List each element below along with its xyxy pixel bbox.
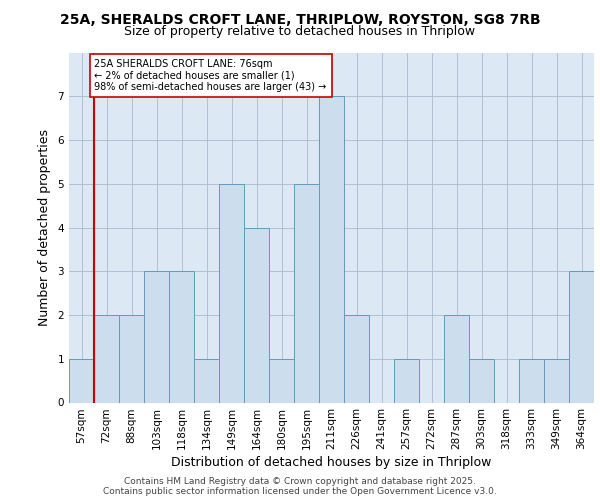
Bar [319, 96, 344, 402]
Bar [444, 315, 469, 402]
Bar [244, 228, 269, 402]
Bar [394, 359, 419, 403]
Bar [569, 271, 594, 402]
Bar [144, 271, 169, 402]
Bar [544, 359, 569, 403]
Bar [119, 315, 144, 402]
Text: 25A SHERALDS CROFT LANE: 76sqm
← 2% of detached houses are smaller (1)
98% of se: 25A SHERALDS CROFT LANE: 76sqm ← 2% of d… [95, 59, 327, 92]
Text: 25A, SHERALDS CROFT LANE, THRIPLOW, ROYSTON, SG8 7RB: 25A, SHERALDS CROFT LANE, THRIPLOW, ROYS… [59, 12, 541, 26]
Bar [94, 315, 119, 402]
X-axis label: Distribution of detached houses by size in Thriplow: Distribution of detached houses by size … [172, 456, 491, 469]
Bar [344, 315, 369, 402]
Bar [194, 359, 219, 403]
Bar [519, 359, 544, 403]
Bar [469, 359, 494, 403]
Bar [169, 271, 194, 402]
Bar [294, 184, 319, 402]
Bar [269, 359, 294, 403]
Text: Size of property relative to detached houses in Thriplow: Size of property relative to detached ho… [124, 25, 476, 38]
Bar [219, 184, 244, 402]
Text: Contains HM Land Registry data © Crown copyright and database right 2025.
Contai: Contains HM Land Registry data © Crown c… [103, 476, 497, 496]
Bar [69, 359, 94, 403]
Y-axis label: Number of detached properties: Number of detached properties [38, 129, 50, 326]
